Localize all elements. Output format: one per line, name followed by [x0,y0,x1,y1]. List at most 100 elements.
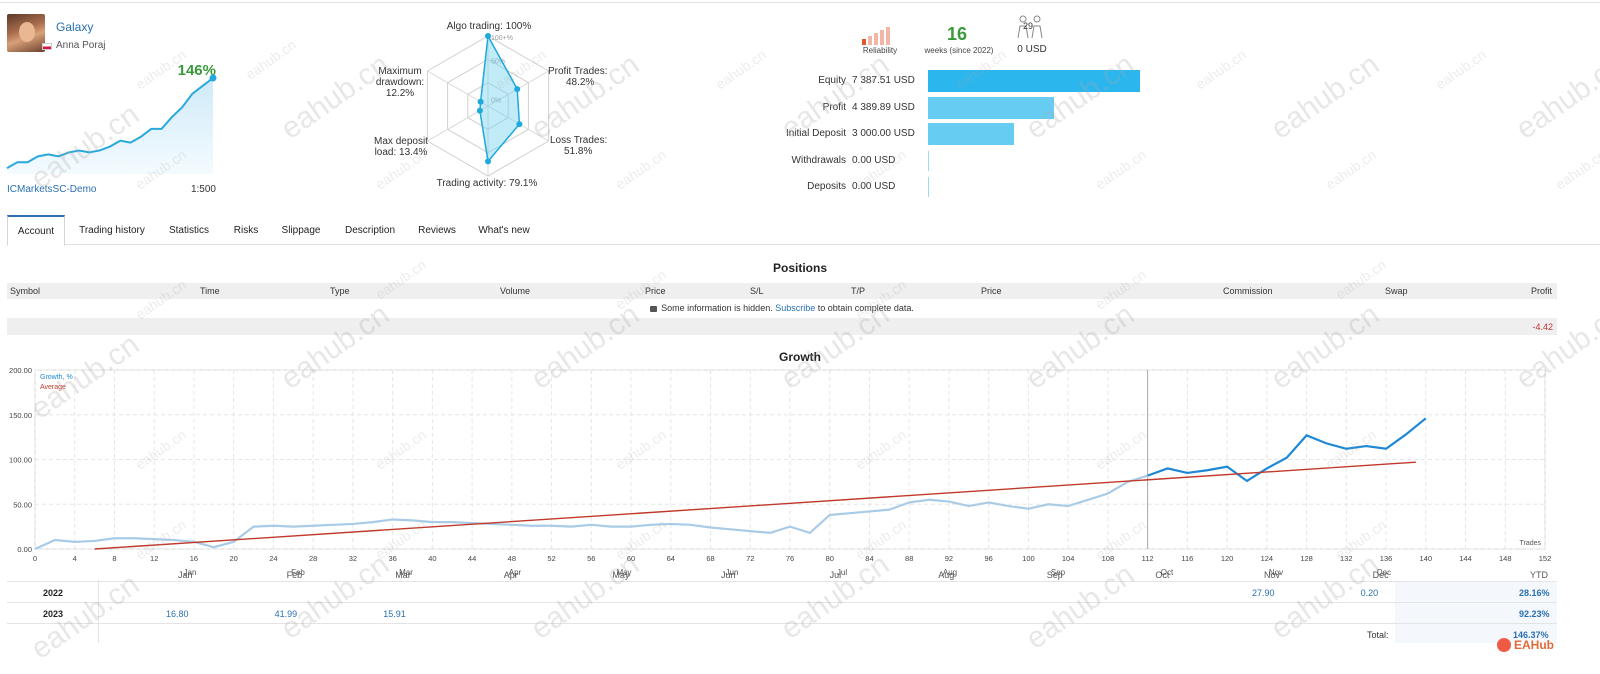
tab-reviews[interactable]: Reviews [418,225,456,236]
growth-y-tick: 100.00 [9,456,32,465]
month-header: Mar [395,570,411,580]
col-price-open[interactable]: Price [645,286,666,296]
radar-scale-label: 0% [491,98,501,105]
year-label: 2022 [43,588,64,598]
growth-x-tick: 44 [468,554,476,563]
growth-month-label: Apr [509,568,522,577]
average-series-line [94,461,1416,550]
growth-x-tick: 24 [269,554,277,563]
growth-x-tick: 148 [1499,554,1512,563]
mini-growth-chart [6,74,217,174]
stat-bar [928,123,1015,145]
positions-header-row: Symbol Time Type Volume Price S/L T/P Pr… [7,283,1557,299]
growth-y-tick: 0.00 [17,545,32,554]
month-return[interactable]: 41.99 [274,609,298,619]
top-divider [0,2,1600,3]
growth-x-tick: 92 [945,554,953,563]
eahub-logo: EAHub [1497,638,1554,652]
stat-label: Profit [822,101,846,113]
tab-account[interactable]: Account [7,215,65,246]
month-header: Feb [286,570,303,580]
author-name[interactable]: Anna Poraj [56,40,106,51]
watermark-text: eahub.cn [1265,48,1385,146]
tab-whats-new[interactable]: What's new [478,225,530,236]
growth-month-label: Jan [184,568,197,577]
tab-trading-history[interactable]: Trading history [79,225,145,236]
reliability-bars-icon [862,27,890,45]
trades-axis-label: Trades [1519,540,1541,547]
watermark-text-small: eahub.cn [1433,46,1489,92]
growth-x-tick: 64 [667,554,675,563]
ytd-value: 28.16% [1519,588,1550,598]
month-return[interactable]: 15.91 [383,609,406,619]
positions-title: Positions [772,261,827,275]
stat-row-initial-deposit: Initial Deposit 3 000.00 USD [740,123,1160,145]
growth-month-label: Feb [291,568,305,577]
mini-chart-end-point [209,74,217,82]
growth-x-tick: 88 [905,554,913,563]
tab-description[interactable]: Description [344,225,396,236]
reliability-bar [886,27,890,45]
col-swap[interactable]: Swap [1385,286,1408,296]
stat-value: 0.00 USD [852,181,896,192]
radar-drawdown-value: 12.2% [385,88,415,99]
growth-chart[interactable]: 0 4 8 12 16 20 24 28 32 36 40 44 48 52 56 60 64 68 72 76 80 8… [0,366,1600,582]
growth-x-tick: 112 [1142,554,1154,563]
growth-x-tick: 132 [1340,554,1353,563]
growth-title: Growth [779,350,821,364]
growth-month-label: May [616,568,631,577]
watermark-text-small: eahub.cn [1323,146,1379,192]
watermark-text-small: eahub.cn [1553,146,1600,192]
hidden-info-text: Some information is hidden. [661,303,773,313]
radar-label-deposit-load: Max deposit load: 13.4% [366,136,436,158]
col-profit[interactable]: Profit [1531,286,1553,296]
col-time[interactable]: Time [200,286,220,296]
col-symbol[interactable]: Symbol [10,286,41,296]
signal-name-link[interactable]: Galaxy [56,20,94,34]
month-header: Oct [1155,570,1170,580]
radar-drawdown-sub: drawdown: [375,77,425,88]
subscribers-icon [1017,15,1043,39]
growth-x-tick: 40 [428,554,436,563]
month-return[interactable]: 16.80 [166,609,189,619]
reliability-bar [874,33,878,45]
radar-axis [427,70,489,107]
growth-x-tick: 16 [190,554,198,563]
growth-x-tick: 52 [547,554,555,563]
tab-slippage[interactable]: Slippage [281,225,321,236]
tab-risks[interactable]: Risks [233,225,259,236]
radar-loss-title: Loss Trades: [550,135,608,146]
stat-row-equity: Equity 7 387.51 USD [740,70,1160,92]
growth-x-tick: 120 [1221,554,1234,563]
subscribe-link[interactable]: Subscribe [775,303,816,313]
month-return[interactable]: 0.20 [1360,588,1379,598]
growth-x-tick: 36 [388,554,396,563]
growth-x-tick: 136 [1380,554,1393,563]
growth-x-tick: 28 [309,554,317,563]
tab-statistics[interactable]: Statistics [168,225,209,236]
total-value: 146.37% [1513,630,1549,640]
legend-growth: Growth, % [40,374,73,381]
col-tp[interactable]: T/P [851,286,866,296]
col-volume[interactable]: Volume [500,286,531,296]
month-return[interactable]: 27.90 [1252,588,1275,598]
subscribers-usd: 0 USD [1017,44,1047,55]
radar-value-point [516,121,523,128]
weeks-count: 16 [946,24,968,44]
radar-value-area [479,33,521,164]
growth-x-tick: 32 [349,554,357,563]
growth-x-tick: 8 [112,554,116,563]
growth-x-tick: 68 [706,554,714,563]
radar-scale-label: 100+% [491,35,513,42]
col-price-current[interactable]: Price [981,286,1002,296]
author-avatar[interactable] [7,14,45,52]
growth-x-tick: 116 [1181,554,1193,563]
total-profit: -4.42 [1532,322,1553,332]
stat-bar-empty [928,150,929,171]
stat-bar [928,96,1054,119]
radar-value-point [476,107,483,114]
col-sl[interactable]: S/L [750,286,764,296]
col-commission[interactable]: Commission [1223,286,1273,296]
col-type[interactable]: Type [330,286,350,296]
broker-server-link[interactable]: ICMarketsSC-Demo [7,184,97,195]
